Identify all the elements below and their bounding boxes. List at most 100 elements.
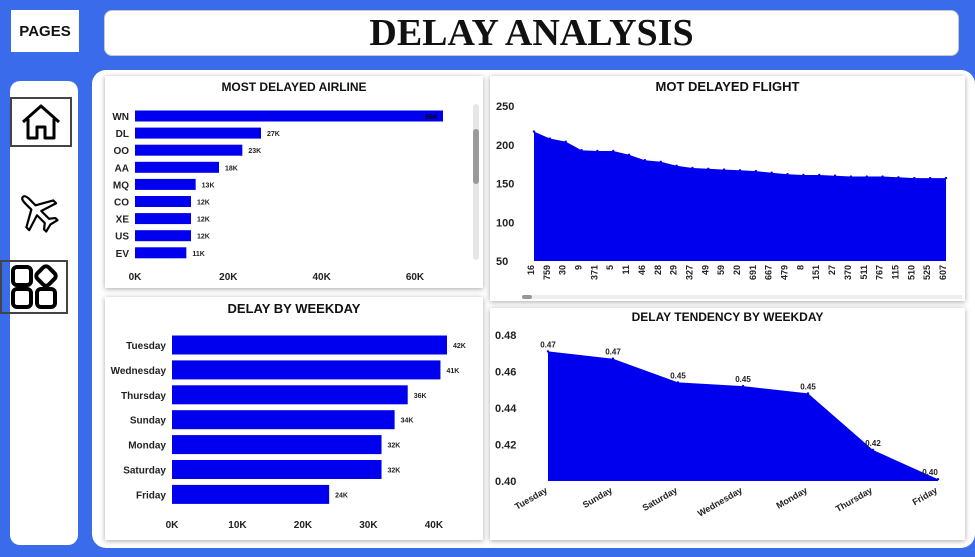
data-point bbox=[928, 176, 932, 180]
data-point bbox=[676, 381, 680, 384]
card-most-delayed-flight: MOT DELAYED FLIGHT 50 100 150 200 250 16 759 30… bbox=[490, 76, 965, 301]
bar bbox=[172, 460, 382, 479]
scrollbar[interactable] bbox=[473, 104, 479, 260]
horizontal-scrollbar[interactable] bbox=[522, 295, 962, 299]
category-label: Thursday bbox=[121, 391, 166, 402]
data-point bbox=[897, 176, 900, 179]
category-label: XE bbox=[116, 215, 130, 226]
category-label: Friday bbox=[136, 490, 166, 501]
x-tick-label: 40K bbox=[312, 272, 331, 283]
y-tick-label: 50 bbox=[496, 256, 508, 268]
category-label: OO bbox=[113, 146, 129, 157]
data-label: 12K bbox=[197, 234, 210, 241]
x-tick-label: 607 bbox=[938, 265, 948, 280]
category-label: EV bbox=[116, 249, 130, 260]
data-label: 24K bbox=[335, 492, 348, 499]
category-label: MQ bbox=[113, 180, 129, 191]
nav-dashboard-button[interactable] bbox=[0, 260, 68, 314]
bar bbox=[172, 335, 447, 355]
data-point bbox=[627, 153, 631, 157]
nav-home-button[interactable] bbox=[10, 97, 72, 147]
data-label: 41K bbox=[446, 368, 459, 375]
x-tick-label: 11 bbox=[621, 265, 631, 275]
y-tick-label: 250 bbox=[496, 101, 514, 113]
x-tick-label: Tuesday bbox=[513, 485, 549, 512]
data-point bbox=[738, 169, 742, 172]
x-tick-label: Saturday bbox=[641, 485, 679, 513]
y-tick-label: 0.44 bbox=[495, 403, 517, 415]
data-label: 0.45 bbox=[735, 375, 751, 384]
x-tick-label: 28 bbox=[653, 265, 663, 275]
data-point bbox=[871, 448, 875, 452]
data-point bbox=[675, 164, 678, 167]
data-label: 34K bbox=[401, 418, 414, 425]
y-tick-label: 0.42 bbox=[495, 440, 516, 452]
x-tick-label: 667 bbox=[764, 265, 774, 280]
area-series bbox=[548, 351, 938, 481]
x-tick-label: 29 bbox=[669, 265, 679, 275]
x-tick-label: 40K bbox=[425, 520, 444, 531]
category-label: DL bbox=[116, 129, 129, 140]
x-tick-label: 479 bbox=[780, 265, 790, 280]
category-label: AA bbox=[115, 163, 129, 174]
x-tick-label: 20K bbox=[294, 520, 313, 531]
data-point bbox=[802, 173, 805, 177]
data-label: 23K bbox=[248, 148, 261, 155]
x-tick-label: 370 bbox=[843, 265, 853, 280]
data-label: 27K bbox=[267, 131, 280, 138]
data-point bbox=[818, 173, 821, 177]
category-label: CO bbox=[114, 198, 129, 209]
x-tick-label: 327 bbox=[684, 265, 694, 280]
data-label: 0.47 bbox=[540, 340, 556, 349]
data-label: 18K bbox=[225, 165, 238, 172]
data-label: 12K bbox=[197, 217, 210, 224]
x-tick-label: 115 bbox=[890, 265, 900, 280]
data-point bbox=[936, 477, 940, 481]
x-tick-label: Monday bbox=[775, 485, 809, 511]
data-label: 0.42 bbox=[865, 439, 881, 448]
x-tick-label: 525 bbox=[922, 265, 932, 280]
x-tick-label: 60K bbox=[406, 272, 425, 283]
x-tick-label: Thursday bbox=[834, 485, 874, 514]
title-banner: DELAY ANALYSIS bbox=[104, 10, 959, 56]
data-point bbox=[707, 167, 710, 170]
data-point bbox=[754, 169, 758, 173]
chart-title: MOST DELAYED AIRLINE bbox=[221, 80, 367, 94]
data-point bbox=[612, 149, 615, 153]
data-label: 0.45 bbox=[800, 382, 816, 391]
chart-title: MOT DELAYED FLIGHT bbox=[655, 79, 800, 94]
dashboard-grid-icon bbox=[11, 264, 58, 309]
area-series bbox=[534, 131, 946, 261]
card-delay-by-weekday: DELAY BY WEEKDAY Tuesday 42K Wednesday 41K T… bbox=[105, 297, 483, 540]
data-point bbox=[580, 148, 583, 152]
data-label: 42K bbox=[453, 343, 466, 350]
data-point bbox=[643, 159, 647, 162]
x-tick-label: 510 bbox=[906, 265, 916, 280]
x-tick-label: 767 bbox=[875, 265, 885, 280]
x-tick-label: Wednesday bbox=[696, 485, 744, 519]
home-icon bbox=[22, 104, 60, 140]
data-label: 13K bbox=[202, 182, 215, 189]
x-tick-label: 0K bbox=[129, 272, 143, 283]
data-point bbox=[596, 149, 599, 153]
airplane-icon bbox=[21, 195, 59, 233]
data-label: 0.47 bbox=[605, 348, 621, 357]
data-label: 11K bbox=[192, 251, 204, 258]
nav-flight-button[interactable] bbox=[12, 186, 62, 236]
scrollbar-thumb[interactable] bbox=[473, 129, 479, 184]
bottom-strip bbox=[0, 548, 975, 557]
y-tick-label: 0.48 bbox=[495, 330, 516, 342]
nav-sidebar bbox=[0, 81, 78, 545]
data-point bbox=[546, 350, 550, 353]
category-label: Monday bbox=[128, 441, 166, 452]
x-tick-label: Friday bbox=[911, 485, 939, 507]
category-label: Sunday bbox=[130, 416, 167, 427]
data-point bbox=[659, 160, 662, 163]
scrollbar-thumb[interactable] bbox=[522, 295, 532, 299]
data-point bbox=[548, 137, 552, 140]
category-label: Tuesday bbox=[126, 341, 166, 352]
data-point bbox=[532, 130, 536, 133]
data-label: 12K bbox=[197, 200, 210, 207]
data-point bbox=[944, 176, 948, 180]
